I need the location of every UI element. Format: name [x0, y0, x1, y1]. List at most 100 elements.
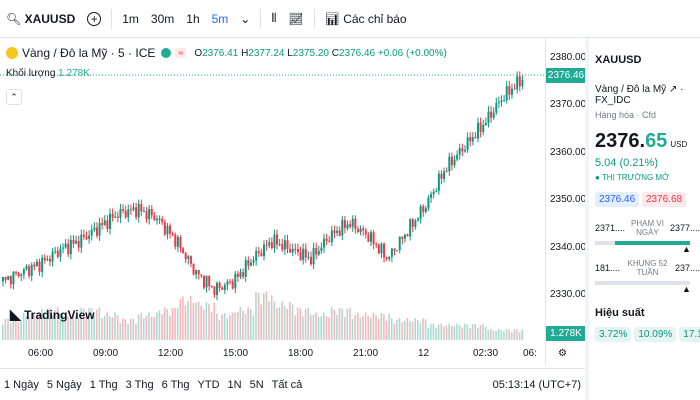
candle	[390, 248, 393, 257]
time-tick: 09:00	[93, 348, 119, 359]
collapse-legend-button[interactable]: ⌃	[6, 89, 22, 105]
candle	[323, 238, 326, 248]
candle	[471, 137, 474, 142]
candle	[88, 235, 91, 239]
candle	[375, 244, 378, 246]
candle	[22, 269, 25, 275]
range-3m[interactable]: 3 Thg	[125, 378, 154, 391]
volume-bar	[422, 318, 424, 340]
candle	[364, 230, 367, 235]
news-icon[interactable]: ≈	[175, 48, 187, 58]
candle-style-icon[interactable]: ⫴	[271, 11, 277, 25]
market-status-icon	[161, 48, 172, 58]
range-ytd[interactable]: YTD	[197, 378, 220, 391]
candle	[59, 248, 62, 257]
candle	[312, 247, 315, 265]
candle	[354, 218, 357, 230]
volume-bar	[469, 328, 471, 340]
time-tick: 12:00	[158, 348, 184, 359]
area-chart-icon[interactable]: 📈︎	[288, 11, 304, 26]
volume-bar	[142, 318, 145, 340]
candle	[495, 103, 498, 113]
volume-bar	[260, 304, 262, 340]
candle	[484, 122, 487, 125]
volume-bar	[80, 307, 82, 340]
candle	[247, 260, 250, 266]
candle	[302, 248, 305, 261]
symbol-search[interactable]: 🔍︎ XAUUSD	[6, 11, 76, 26]
volume-bar	[119, 322, 122, 340]
volume-bar	[184, 305, 187, 340]
candle	[106, 220, 109, 229]
volume-bar	[461, 327, 463, 340]
candle	[46, 259, 49, 261]
range-1d[interactable]: 1 Ngày	[4, 378, 39, 391]
interval-5m[interactable]: 5m	[211, 11, 229, 26]
price-chart[interactable]	[0, 38, 545, 364]
candle	[171, 233, 174, 235]
volume-bar	[375, 314, 377, 340]
indicators-button[interactable]: 📊︎ Các chỉ báo	[324, 11, 407, 26]
volume-bar	[510, 332, 513, 340]
volume-bar	[101, 318, 103, 340]
volume-bar	[508, 329, 510, 340]
candle	[142, 211, 145, 213]
volume-bar	[372, 312, 375, 340]
volume-bar	[380, 313, 383, 340]
range-5d[interactable]: 5 Ngày	[46, 378, 82, 391]
range-6m[interactable]: 6 Thg	[161, 378, 190, 391]
volume-bar	[294, 315, 296, 340]
chevron-down-icon[interactable]: ⌄	[240, 11, 251, 26]
external-link-icon[interactable]: ↗	[668, 84, 678, 95]
interval-30m[interactable]: 30m	[150, 11, 175, 26]
volume-bar	[388, 313, 390, 340]
chart-area[interactable]: Vàng / Đô la Mỹ · 5 · ICE ≈ O2376.41 H23…	[0, 38, 567, 364]
divider	[260, 8, 262, 29]
volume-bar	[43, 316, 46, 340]
candle	[281, 244, 284, 250]
volume-bar	[17, 322, 20, 340]
price-axis[interactable]: 2380.00 2370.00 2360.00 2350.00 2340.00 …	[545, 38, 586, 364]
candle	[343, 219, 346, 229]
volume-bar	[200, 305, 202, 340]
candle	[20, 274, 23, 277]
volume-bar	[187, 300, 189, 340]
interval-1m[interactable]: 1m	[122, 11, 139, 26]
candle	[398, 236, 401, 251]
candle	[116, 216, 119, 218]
range-all[interactable]: Tất cả	[271, 378, 303, 391]
candle	[406, 234, 409, 237]
volume-bar	[33, 315, 35, 340]
candle	[385, 257, 388, 260]
range-5y[interactable]: 5N	[249, 378, 264, 391]
volume-bar	[393, 323, 396, 340]
candle	[469, 137, 472, 142]
candle	[179, 236, 182, 249]
candle	[93, 227, 96, 230]
time-settings-icon[interactable]: ⚙	[558, 348, 567, 359]
candle	[67, 243, 70, 255]
time-tick: 18:00	[288, 348, 314, 359]
volume-bar	[90, 307, 93, 340]
volume-bar	[41, 308, 43, 340]
volume-bar	[390, 318, 393, 340]
volume-bar	[12, 319, 15, 340]
panel-category: Hàng hóa · Cfd	[595, 110, 657, 120]
interval-1h[interactable]: 1h	[186, 11, 200, 26]
volume-bar	[176, 307, 179, 340]
volume-bar	[482, 323, 484, 340]
add-symbol-button[interactable]: +	[81, 0, 107, 38]
volume-bar	[490, 329, 492, 340]
volume-bar	[463, 323, 466, 340]
top-toolbar: 🔍︎ XAUUSD + 1m 30m 1h 5m ⌄ ⫴ 📈︎ 📊︎ Các c…	[0, 0, 700, 38]
volume-bar	[443, 326, 445, 340]
volume-bar	[500, 330, 503, 340]
candle	[38, 261, 41, 272]
range-1y[interactable]: 1N	[227, 378, 242, 391]
candle	[221, 288, 224, 290]
search-icon: 🔍︎	[6, 11, 22, 26]
candle	[174, 234, 177, 247]
clock-timezone[interactable]: 05:13:14 (UTC+7)	[492, 378, 581, 391]
candle	[296, 248, 299, 253]
range-1m[interactable]: 1 Thg	[89, 378, 118, 391]
